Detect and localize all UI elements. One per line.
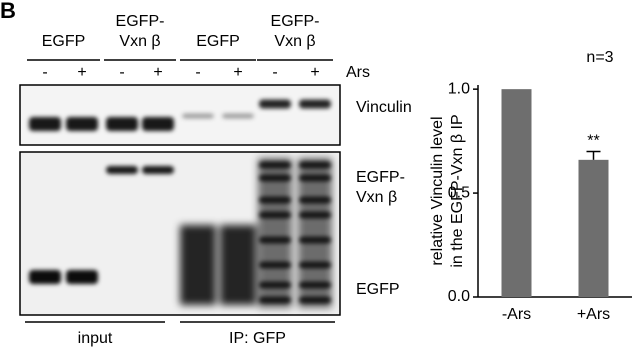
smear xyxy=(220,225,256,305)
lane-header: EGFP- xyxy=(116,13,165,30)
band-label: EGFP xyxy=(356,281,400,298)
bar xyxy=(578,159,609,297)
band xyxy=(29,117,61,131)
y-axis-label: in the EGFP-Vxn β IP xyxy=(449,114,466,267)
band xyxy=(222,113,254,119)
band xyxy=(182,113,214,119)
smears xyxy=(180,158,332,308)
blot-top xyxy=(19,84,341,146)
section-label: IP: GFP xyxy=(229,330,286,347)
treatment: + xyxy=(233,64,242,81)
treatment: + xyxy=(153,64,162,81)
band xyxy=(29,270,61,284)
band xyxy=(106,117,138,131)
band xyxy=(299,99,331,109)
smear xyxy=(258,158,292,308)
lane-header: Vxn β xyxy=(274,33,315,50)
smear xyxy=(180,225,216,305)
significance: ** xyxy=(587,133,599,150)
y-tick-label: 1.0 xyxy=(448,80,470,97)
treatment: - xyxy=(272,64,277,81)
treatment: - xyxy=(42,64,47,81)
x-tick-label: +Ars xyxy=(577,306,610,323)
band-label: Vinculin xyxy=(356,99,412,116)
band xyxy=(66,270,98,284)
band xyxy=(142,166,174,174)
treatment-label: Ars xyxy=(346,64,370,81)
treatment: + xyxy=(310,64,319,81)
band-label: Vxn β xyxy=(356,189,397,206)
band xyxy=(106,166,138,174)
y-axis-label: relative Vinculin level xyxy=(429,116,446,265)
bar xyxy=(501,89,532,297)
lane-header: EGFP- xyxy=(271,13,320,30)
lane-header: Vxn β xyxy=(119,33,160,50)
chart-title: n=3 xyxy=(586,49,613,66)
lane-header: EGFP xyxy=(196,33,240,50)
treatment: - xyxy=(195,64,200,81)
treatment: + xyxy=(77,64,86,81)
y-tick-label: 0.0 xyxy=(448,288,470,305)
band xyxy=(259,99,291,109)
band-label: EGFP- xyxy=(356,169,405,186)
smear xyxy=(298,158,332,308)
y-tick-label: 0.5 xyxy=(448,184,470,201)
section-label: input xyxy=(78,330,113,347)
band xyxy=(66,117,98,131)
x-tick-label: -Ars xyxy=(502,306,531,323)
panel-label: B xyxy=(0,0,16,23)
treatment: - xyxy=(119,64,124,81)
band xyxy=(142,117,174,131)
lane-header: EGFP xyxy=(42,33,86,50)
